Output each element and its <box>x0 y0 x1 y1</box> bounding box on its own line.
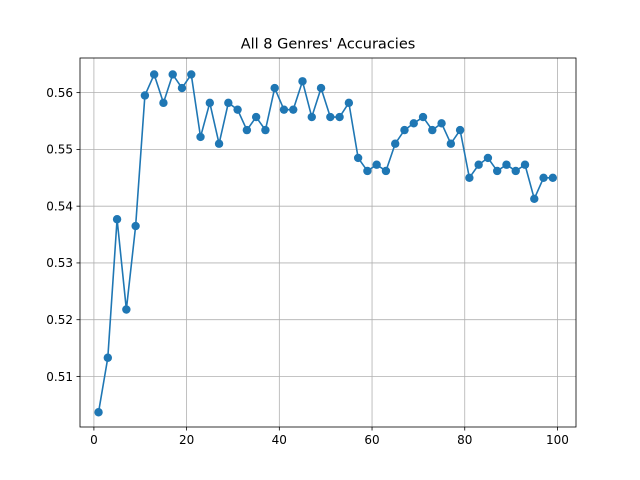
data-point <box>298 77 307 86</box>
data-series <box>94 70 558 417</box>
data-point <box>233 105 242 114</box>
data-point <box>149 70 159 79</box>
data-point <box>353 153 363 163</box>
data-point <box>363 166 372 176</box>
x-tick-label: 100 <box>546 433 569 447</box>
y-tick-label: 0.52 <box>46 313 73 327</box>
x-tick-label: 60 <box>364 433 379 447</box>
data-point <box>251 112 261 122</box>
data-point <box>261 125 270 135</box>
data-point <box>94 408 103 417</box>
x-tick-label: 40 <box>272 433 287 447</box>
data-point <box>270 83 279 93</box>
data-point <box>530 194 539 203</box>
data-point <box>372 160 381 169</box>
data-point <box>168 70 177 79</box>
x-tick-label: 0 <box>90 433 98 447</box>
x-tick-label: 80 <box>457 433 472 447</box>
data-point <box>214 139 224 148</box>
chart-title: All 8 Genres' Accuracies <box>241 37 416 53</box>
data-point <box>335 112 344 122</box>
grid <box>80 58 576 427</box>
y-tick-label: 0.54 <box>46 199 73 213</box>
data-point <box>381 166 391 176</box>
data-point <box>159 98 168 108</box>
y-tick-label: 0.56 <box>46 86 73 100</box>
data-point <box>465 173 474 182</box>
plot-area-frame <box>79 57 577 428</box>
y-tick-label: 0.53 <box>46 256 73 270</box>
data-point <box>289 105 298 114</box>
data-point <box>428 125 437 135</box>
data-point <box>326 112 335 122</box>
data-point <box>400 125 409 135</box>
data-point <box>492 166 502 176</box>
data-point <box>520 160 530 169</box>
data-point <box>474 160 483 169</box>
data-point <box>548 173 558 182</box>
data-point <box>307 112 316 122</box>
data-point <box>205 98 214 108</box>
y-tick-label: 0.55 <box>46 143 73 157</box>
data-point <box>483 153 493 163</box>
data-point <box>437 119 446 128</box>
data-point <box>502 160 511 169</box>
data-point <box>455 125 465 135</box>
data-point <box>196 132 205 142</box>
data-point <box>446 139 456 148</box>
data-point <box>316 83 326 93</box>
data-point <box>224 98 233 108</box>
data-point <box>279 105 289 114</box>
data-point <box>344 98 354 108</box>
data-point <box>418 112 428 122</box>
data-point <box>131 221 140 231</box>
data-point <box>409 119 418 128</box>
data-point <box>187 70 196 79</box>
x-tick-label: 20 <box>179 433 194 447</box>
data-point <box>103 353 113 362</box>
data-point <box>242 125 252 135</box>
data-point <box>140 91 150 100</box>
data-point <box>112 215 122 224</box>
axes: 0 20 40 60 80 100 0.51 0.52 0.53 0.54 0.55 0.56 <box>46 86 569 447</box>
data-point <box>511 166 520 176</box>
y-tick-label: 0.51 <box>46 370 73 384</box>
data-point <box>177 83 187 93</box>
data-point <box>539 173 548 182</box>
data-point <box>122 305 131 314</box>
data-point <box>391 139 400 148</box>
